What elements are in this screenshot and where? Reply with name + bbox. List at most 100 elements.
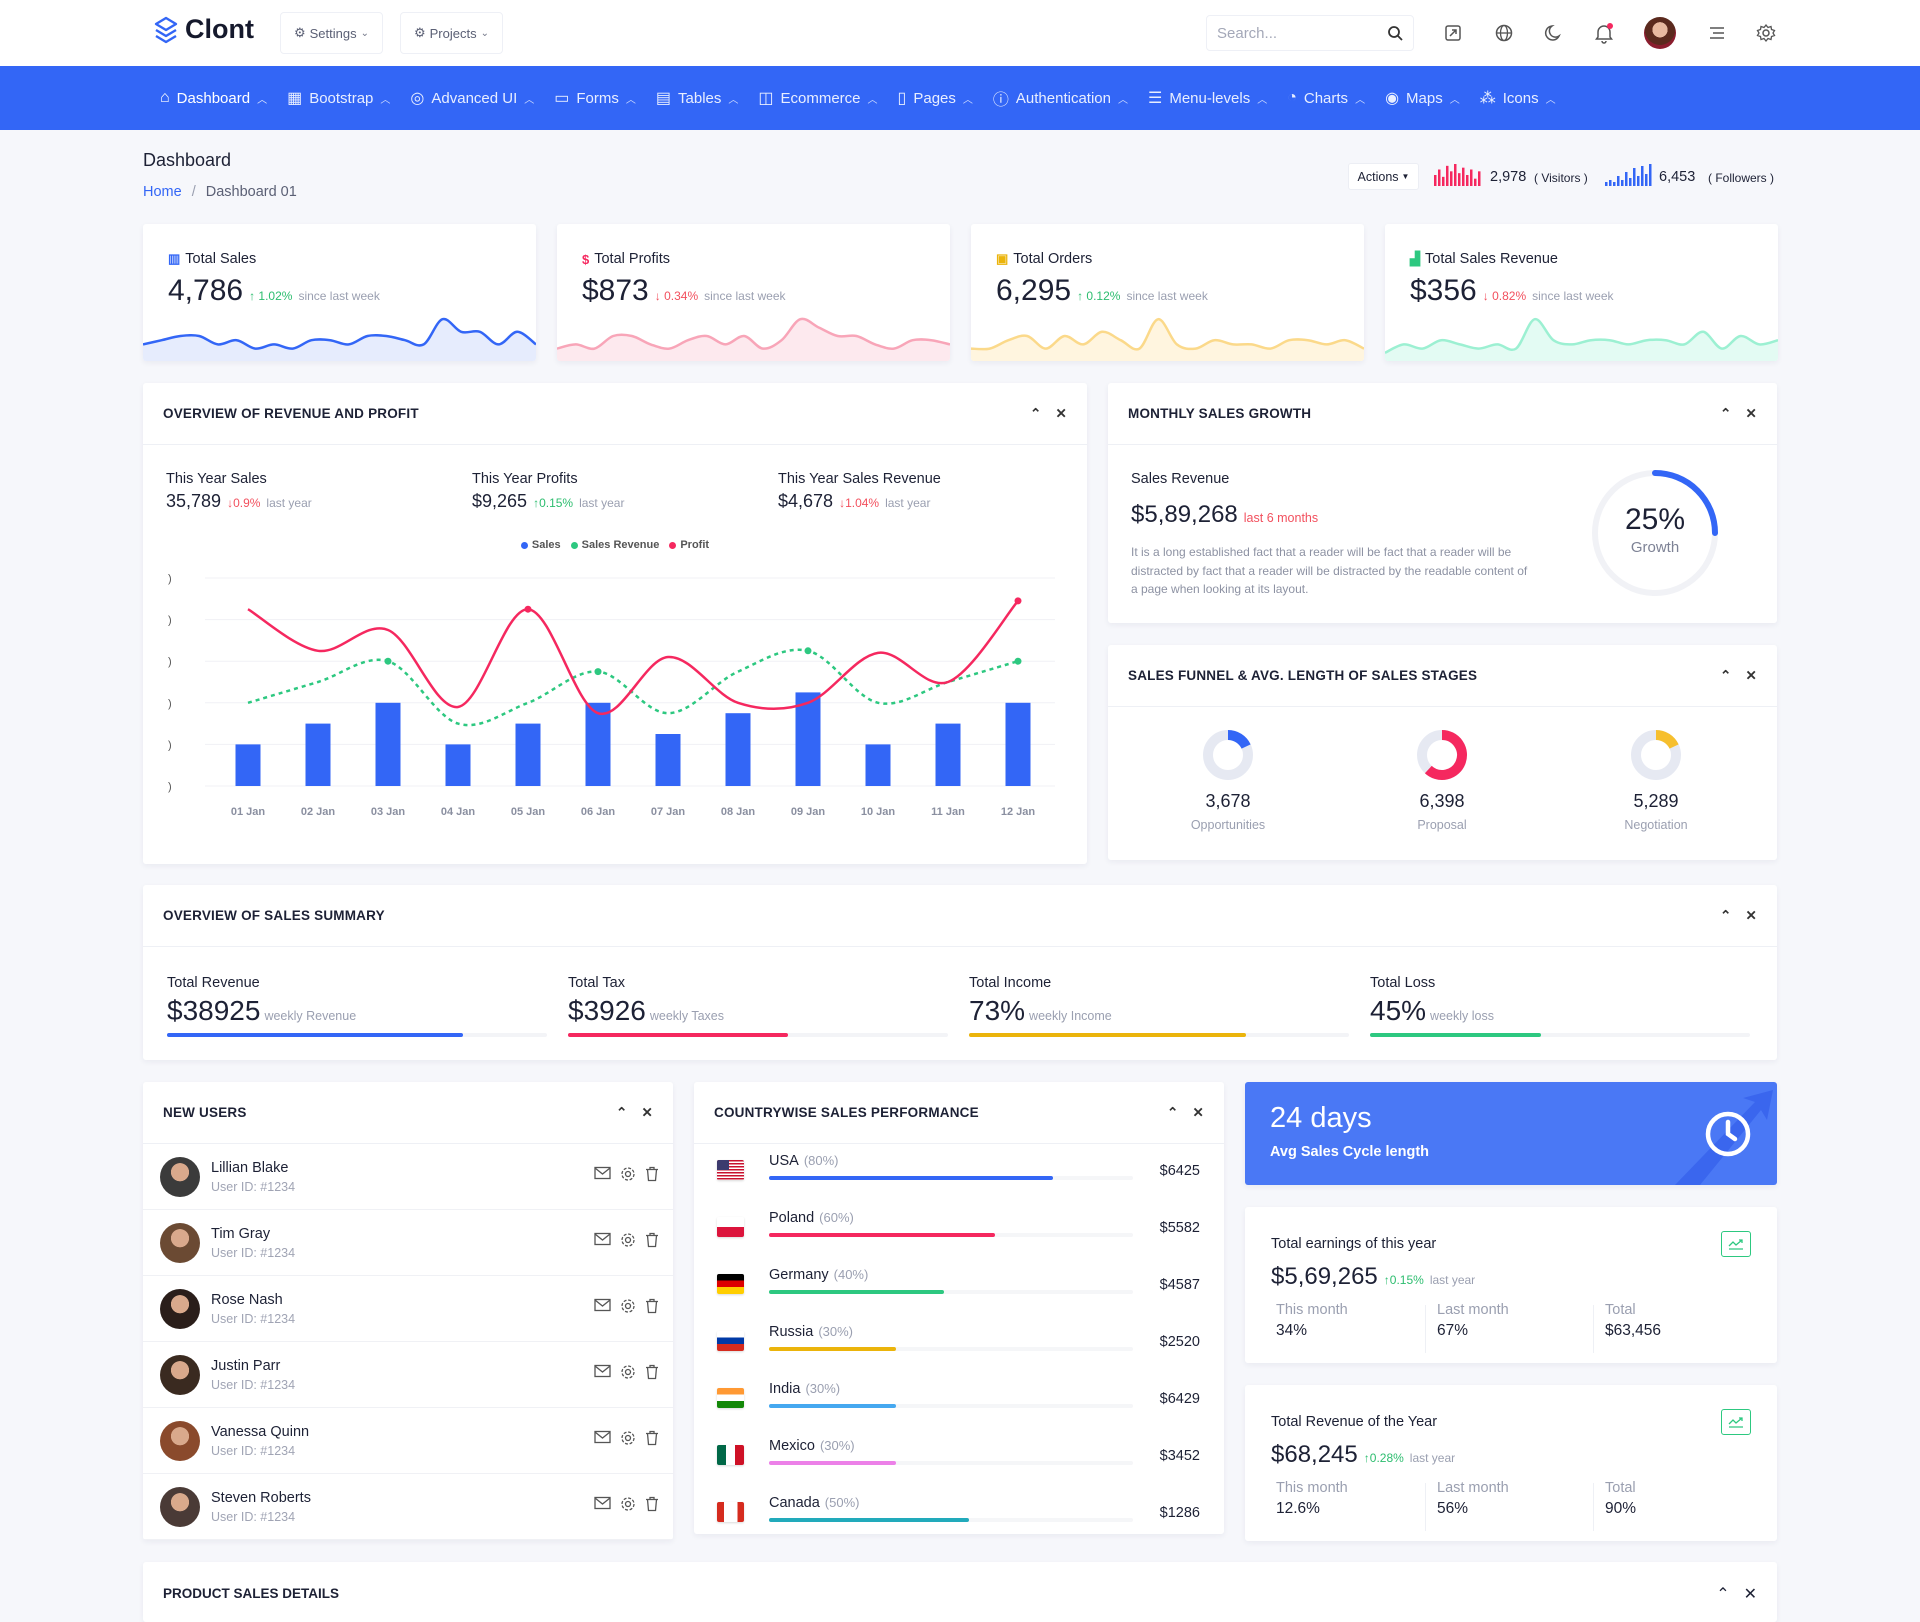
trash-icon[interactable] [645, 1496, 659, 1517]
trash-icon[interactable] [645, 1298, 659, 1319]
user-list-item[interactable]: Steven Roberts User ID: #1234 [143, 1474, 673, 1540]
close-icon[interactable]: ✕ [1745, 907, 1757, 923]
mail-icon[interactable] [594, 1166, 611, 1187]
user-list-item[interactable]: Justin Parr User ID: #1234 [143, 1342, 673, 1408]
actions-button[interactable]: Actions ▼ [1348, 163, 1419, 190]
close-icon[interactable]: ✕ [1745, 667, 1757, 683]
trash-icon[interactable] [645, 1232, 659, 1253]
collapse-icon[interactable]: ⌃ [615, 1104, 628, 1120]
user-name[interactable]: Tim Gray [211, 1226, 271, 1242]
bar-sales[interactable] [725, 713, 751, 786]
close-icon[interactable]: ✕ [1192, 1104, 1204, 1120]
search-icon[interactable] [1387, 25, 1403, 41]
user-name[interactable]: Steven Roberts [211, 1490, 311, 1506]
chevron-up-icon: ︿ [728, 94, 739, 106]
nav-item-maps[interactable]: ◉ Maps ︿ [1385, 88, 1460, 108]
y-tick-label: ) [168, 615, 172, 627]
chevron-up-icon: ︿ [1257, 94, 1268, 106]
mail-icon[interactable] [594, 1496, 611, 1517]
nav-item-charts[interactable]: ◔ Charts ︿ [1287, 89, 1365, 107]
nav-item-dashboard[interactable]: ⌂ Dashboard ︿ [160, 89, 267, 107]
gear-icon[interactable] [620, 1298, 636, 1319]
gear-icon[interactable] [620, 1166, 636, 1187]
point-profit[interactable] [1014, 597, 1022, 605]
summary-progress [167, 1033, 547, 1037]
bar-sales[interactable] [795, 692, 821, 786]
nav-item-icons[interactable]: ⁂ Icons ︿ [1480, 88, 1556, 108]
bell-icon[interactable] [1592, 21, 1616, 45]
user-list-item[interactable]: Rose Nash User ID: #1234 [143, 1276, 673, 1342]
nav-item-authentication[interactable]: ⓘ Authentication ︿ [993, 86, 1128, 110]
menu-icon[interactable] [1705, 21, 1729, 45]
bar-sales[interactable] [445, 744, 471, 786]
user-name[interactable]: Justin Parr [211, 1358, 281, 1374]
user-name[interactable]: Lillian Blake [211, 1160, 289, 1176]
point-sales-revenue[interactable] [384, 657, 392, 665]
nav-item-pages[interactable]: ▯ Pages ︿ [898, 88, 973, 108]
bar-sales[interactable] [935, 723, 961, 786]
point-sales-revenue[interactable] [594, 668, 602, 676]
breadcrumb-home[interactable]: Home [143, 184, 182, 200]
nav-item-bootstrap[interactable]: ▦ Bootstrap ︿ [287, 88, 390, 108]
legend-item[interactable]: Profit [669, 539, 709, 551]
gear-icon[interactable] [1754, 21, 1778, 45]
nav-item-advanced-ui[interactable]: ◎ Advanced UI ︿ [410, 88, 534, 108]
bar-sales[interactable] [655, 734, 681, 786]
user-name[interactable]: Vanessa Quinn [211, 1424, 310, 1440]
settings-dropdown[interactable]: ⚙ Settings ⌄ [280, 12, 383, 54]
collapse-icon[interactable]: ⌃ [1719, 667, 1732, 683]
mail-icon[interactable] [594, 1232, 611, 1253]
summary-value: 73% [969, 995, 1026, 1026]
bar-sales[interactable] [585, 702, 611, 786]
logo[interactable]: Clont [153, 14, 254, 45]
gear-icon[interactable] [620, 1496, 636, 1517]
legend-item[interactable]: Sales [520, 539, 561, 551]
collapse-icon[interactable]: ⌃ [1719, 907, 1732, 923]
trash-icon[interactable] [645, 1166, 659, 1187]
user-name[interactable]: Rose Nash [211, 1292, 283, 1308]
bar-sales[interactable] [235, 744, 261, 786]
nav-item-tables[interactable]: ▤ Tables ︿ [656, 88, 738, 108]
close-icon[interactable]: ✕ [1745, 405, 1757, 421]
trash-icon[interactable] [645, 1364, 659, 1385]
close-icon[interactable]: ✕ [641, 1104, 653, 1120]
search-input[interactable]: Search... [1206, 15, 1414, 51]
user-list-item[interactable]: Lillian Blake User ID: #1234 [143, 1144, 673, 1210]
globe-icon[interactable] [1492, 21, 1516, 45]
user-list-item[interactable]: Tim Gray User ID: #1234 [143, 1210, 673, 1276]
gear-icon[interactable] [620, 1364, 636, 1385]
collapse-icon[interactable]: ⌃ [1029, 405, 1042, 421]
gear-icon[interactable] [620, 1430, 636, 1451]
collapse-icon[interactable]: ⌃ [1166, 1104, 1179, 1120]
mail-icon[interactable] [594, 1298, 611, 1319]
collapse-icon[interactable]: ⌃ [1716, 1586, 1730, 1603]
projects-dropdown[interactable]: ⚙ Projects ⌄ [400, 12, 503, 54]
bar-sales[interactable] [305, 723, 331, 786]
bar-sales[interactable] [515, 723, 541, 786]
country-row-usa: USA (80%) $6425 [694, 1144, 1224, 1201]
nav-item-forms[interactable]: ▭ Forms ︿ [554, 88, 636, 108]
point-profit[interactable] [524, 605, 532, 613]
nav-item-ecommerce[interactable]: ◫ Ecommerce ︿ [758, 88, 877, 108]
moon-icon[interactable] [1542, 21, 1566, 45]
fullscreen-icon[interactable] [1441, 21, 1465, 45]
trending-up-icon [1728, 1239, 1743, 1250]
user-list-item[interactable]: Vanessa Quinn User ID: #1234 [143, 1408, 673, 1474]
avatar[interactable] [1644, 17, 1676, 49]
mail-icon[interactable] [594, 1430, 611, 1451]
bar-sales[interactable] [1005, 702, 1031, 786]
point-sales-revenue[interactable] [804, 647, 812, 655]
close-icon[interactable]: ✕ [1743, 1586, 1757, 1603]
legend-item[interactable]: Sales Revenue [570, 539, 659, 551]
bar-sales[interactable] [375, 702, 401, 786]
close-icon[interactable]: ✕ [1055, 405, 1067, 421]
collapse-icon[interactable]: ⌃ [1719, 405, 1732, 421]
bar-sales[interactable] [865, 744, 891, 786]
point-sales-revenue[interactable] [1014, 657, 1022, 665]
trash-icon[interactable] [645, 1430, 659, 1451]
gear-icon[interactable] [620, 1232, 636, 1253]
trend-chart-button[interactable] [1721, 1231, 1751, 1257]
mail-icon[interactable] [594, 1364, 611, 1385]
nav-item-menu-levels[interactable]: ☰ Menu-levels ︿ [1148, 88, 1267, 108]
trend-chart-button[interactable] [1721, 1409, 1751, 1435]
